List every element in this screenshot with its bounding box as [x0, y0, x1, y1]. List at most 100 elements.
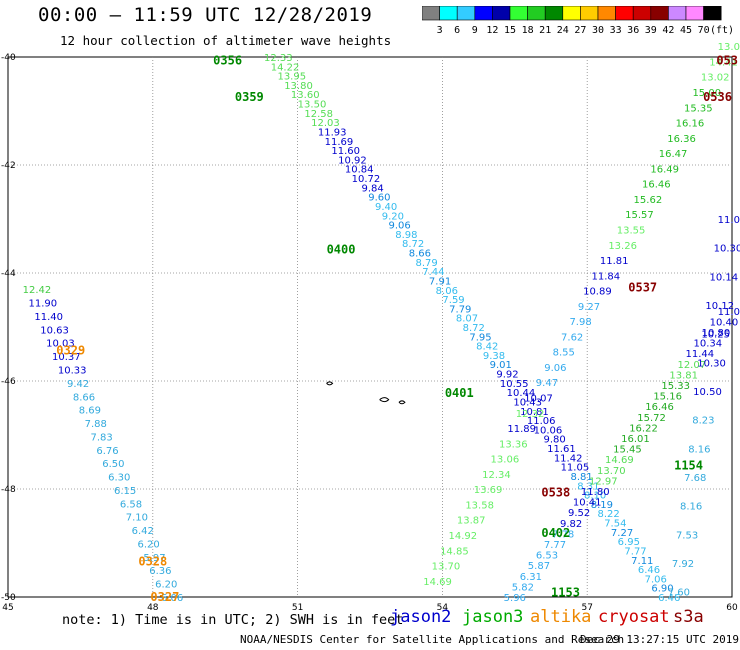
lon-tick-label: 48 — [147, 603, 159, 613]
colorbar-label: 39 — [645, 25, 657, 36]
wave-height-value: 7.06 — [645, 574, 667, 585]
lat-tick-label: -40 — [1, 53, 16, 63]
wave-height-value: 6.50 — [102, 459, 124, 470]
wave-height-value: 13.36 — [499, 439, 528, 450]
wave-height-value: 8.07 — [456, 314, 478, 325]
wave-height-value: 9.20 — [382, 211, 404, 222]
wave-height-value: 13.87 — [457, 516, 486, 527]
wave-height-value: 12.42 — [23, 285, 52, 296]
wave-height-value: 10.33 — [58, 365, 87, 376]
wave-height-value: 10.43 — [513, 397, 542, 408]
wave-height-value: 13.55 — [617, 225, 646, 236]
lon-tick-label: 54 — [437, 603, 449, 613]
wave-height-value: 5.82 — [512, 582, 534, 593]
wave-height-value: 6.95 — [618, 537, 640, 548]
lon-tick-label: 60 — [726, 603, 738, 613]
legend-s3a: s3a — [673, 607, 704, 627]
wave-height-value: 10.07 — [524, 394, 553, 405]
wave-height-value: 7.95 — [469, 332, 491, 343]
page-title: 00:00 – 11:59 UTC 12/28/2019 — [38, 4, 373, 26]
footer-note: note: 1) Time is in UTC; 2) SWH is in fe… — [62, 612, 404, 628]
pass-time-label: 1154 — [674, 459, 703, 473]
wave-height-value: 16.22 — [629, 423, 658, 434]
wave-height-value: 8.66 — [409, 249, 431, 260]
wave-height-value: 6.15 — [114, 486, 136, 497]
colorbar-label: 18 — [522, 25, 534, 36]
wave-height-value: 15.16 — [653, 392, 682, 403]
wave-height-value: 9.01 — [490, 360, 512, 371]
wave-height-value: 6.76 — [96, 446, 118, 457]
wave-height-value: 13.26 — [608, 241, 637, 252]
wave-height-value: 10.72 — [352, 174, 381, 185]
wave-height-value: 8.55 — [553, 348, 575, 359]
colorbar-label: 12 — [486, 25, 498, 36]
wave-height-value: 14.22 — [271, 62, 300, 73]
wave-height-value: 10.50 — [693, 387, 722, 398]
wave-height-value: 7.98 — [569, 317, 591, 328]
wave-height-value: 5.97 — [143, 553, 165, 564]
wave-height-value: 10.12 — [705, 301, 734, 312]
wave-height-value: 7.54 — [604, 519, 626, 530]
wave-height-value: 11.69 — [325, 137, 354, 148]
wave-height-value: 14.85 — [440, 546, 469, 557]
wave-height-value: 11.93 — [318, 127, 347, 138]
wave-height-value: 15.45 — [613, 445, 642, 456]
wave-height-value: 11.05 — [561, 463, 590, 474]
wave-height-value: 16.47 — [659, 149, 688, 160]
wave-height-value: 15.57 — [625, 210, 654, 221]
colorbar-label: 24 — [557, 25, 569, 36]
pass-time-label: 0327 — [150, 590, 179, 604]
wave-height-value: 12.07 — [677, 360, 706, 371]
wave-height-value: 16.36 — [667, 134, 696, 145]
legend-jason2: jason2 — [390, 607, 452, 627]
pass-time-label: 053 — [716, 54, 738, 68]
wave-height-value: 10.34 — [694, 339, 723, 350]
wave-height-value: 6.30 — [108, 473, 130, 484]
wave-height-value: 9.40 — [375, 202, 397, 213]
wave-height-value: 10.40 — [710, 317, 739, 328]
wave-height-value: 10.80 — [702, 328, 731, 339]
wave-height-value: 8.72 — [402, 239, 424, 250]
wave-height-value: 10.63 — [40, 325, 69, 336]
wave-height-value: 11.00 — [718, 307, 740, 318]
wave-height-value: 13.95 — [277, 72, 306, 83]
island-outline — [398, 400, 406, 405]
wave-height-value: 7.92 — [672, 559, 694, 570]
wave-height-value: 7.77 — [544, 540, 566, 551]
colorbar-label: 42 — [662, 25, 674, 36]
wave-height-value: 9.27 — [578, 302, 600, 313]
wave-height-value: 6.46 — [638, 565, 660, 576]
wave-height-value: 7.59 — [442, 295, 464, 306]
wave-height-value: 10.81 — [520, 407, 549, 418]
wave-height-value: 15.62 — [634, 195, 663, 206]
wave-height-value: 11.42 — [554, 453, 583, 464]
page-subtitle: 12 hour collection of altimeter wave hei… — [60, 33, 392, 48]
lon-tick-label: 51 — [292, 603, 303, 613]
pass-time-label: 0356 — [213, 54, 242, 68]
pass-time-label: 0536 — [703, 90, 732, 104]
wave-height-value: 16.49 — [650, 164, 679, 175]
wave-height-value: 10.06 — [534, 425, 563, 436]
wave-height-value: 6.58 — [120, 499, 142, 510]
pass-time-label: 0329 — [56, 344, 85, 358]
wave-height-value: 9.60 — [368, 193, 390, 204]
colorbar-label: 30 — [592, 25, 604, 36]
wave-height-value: 16.46 — [645, 402, 674, 413]
wave-height-value: 8.69 — [79, 406, 101, 417]
wave-height-value: 9.82 — [560, 519, 582, 530]
wave-height-value: 15.72 — [637, 413, 666, 424]
wave-height-value: 8.23 — [692, 416, 714, 427]
colorbar-swatch — [703, 6, 722, 21]
wave-height-value: 8.16 — [680, 502, 702, 513]
wave-height-value: 10.55 — [500, 379, 529, 390]
wave-height-value: 11.84 — [591, 271, 620, 282]
wave-height-value: 5.96 — [504, 593, 526, 604]
wave-height-value: 8.19 — [591, 500, 613, 511]
legend-cryosat: cryosat — [598, 607, 670, 627]
wave-height-value: 6.42 — [132, 526, 154, 537]
wave-height-value: 5.87 — [528, 561, 550, 572]
island-outline — [379, 397, 390, 403]
colorbar-label: 21 — [539, 25, 551, 36]
wave-height-value: 10.44 — [507, 388, 536, 399]
